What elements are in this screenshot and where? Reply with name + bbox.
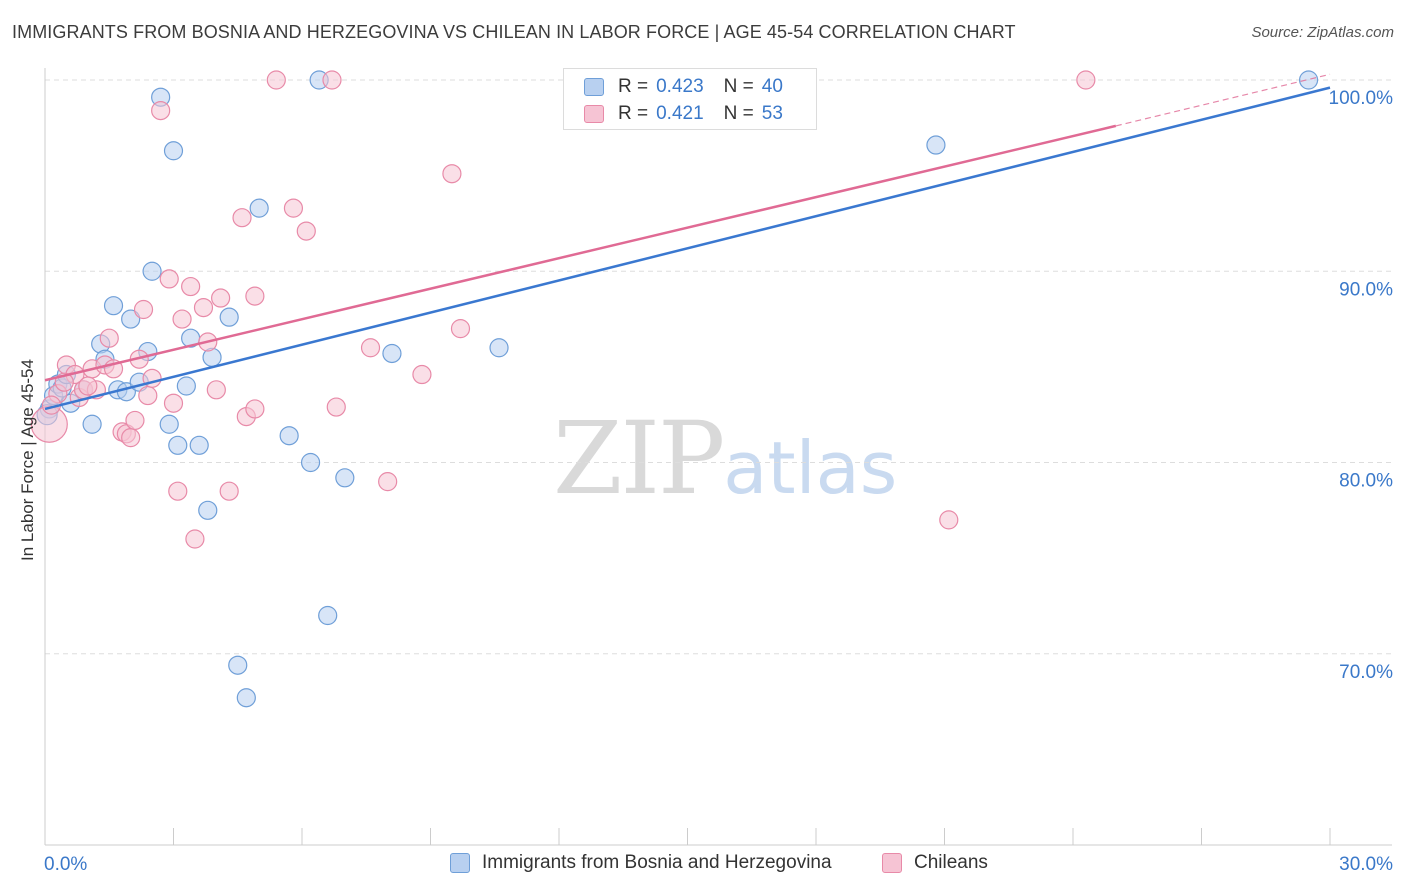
legend-swatch-blue: [584, 78, 604, 96]
bosnia-point: [103, 296, 124, 316]
chileans-point: [219, 481, 239, 501]
bosnia-point: [176, 376, 196, 396]
chileans-point: [168, 481, 188, 501]
source-credit: Source: ZipAtlas.com: [1251, 24, 1394, 41]
chileans-point: [206, 380, 226, 400]
legend-row-chileans: R = 0.421 N = 53: [584, 102, 783, 126]
bosnia-point: [489, 338, 509, 358]
y-tick-label: 70.0%: [1339, 662, 1393, 683]
chileans-point: [232, 208, 252, 228]
y-tick-label: 80.0%: [1339, 471, 1393, 492]
chileans-point: [211, 288, 231, 308]
chileans-point: [245, 399, 265, 419]
watermark: ZIPatlas: [553, 400, 897, 517]
watermark-zip: ZIP: [553, 400, 725, 517]
bosnia-point: [159, 414, 179, 434]
bosnia-point: [219, 307, 239, 327]
chileans-point: [151, 100, 171, 121]
bosnia-point: [121, 309, 141, 329]
bottom-legend-label-bosnia: Immigrants from Bosnia and Herzegovina: [482, 852, 832, 873]
chileans-regression-line: [44, 124, 1117, 382]
chileans-point: [193, 297, 214, 318]
chileans-point: [450, 319, 471, 339]
legend-swatch-pink: [584, 105, 604, 123]
bosnia-point: [1298, 70, 1319, 90]
axis-layer: [44, 68, 1392, 846]
chileans-point: [138, 385, 158, 406]
chileans-point: [283, 198, 304, 218]
regression-lines: [44, 73, 1331, 411]
chileans-point: [322, 70, 342, 90]
chileans-point: [360, 338, 381, 358]
chileans-regression-extension: [1115, 73, 1331, 127]
legend-r-value: 0.421: [656, 103, 704, 124]
y-tick-label: 90.0%: [1339, 279, 1393, 300]
bosnia-point: [335, 468, 355, 488]
bosnia-point: [168, 435, 188, 455]
correlation-legend: R = 0.423 N = 40 R = 0.421 N = 53: [563, 68, 817, 130]
bottom-legend-swatch-blue: [450, 853, 470, 873]
bosnia-point: [279, 426, 299, 446]
chileans-point: [121, 428, 141, 448]
bottom-legend-swatch-pink: [882, 853, 902, 873]
chileans-point: [296, 221, 316, 241]
bosnia-point: [82, 414, 102, 434]
chileans-point: [245, 286, 265, 306]
chileans-point: [378, 472, 398, 492]
bosnia-point: [189, 435, 209, 455]
tick-labels: 70.0% 80.0% 90.0% 100.0% 0.0% 30.0%: [44, 88, 1393, 875]
chileans-point: [181, 276, 201, 297]
chileans-point: [159, 269, 179, 289]
bosnia-point: [318, 605, 338, 626]
bosnia-point: [142, 261, 162, 281]
watermark-atlas: atlas: [723, 426, 898, 510]
chileans-point: [125, 410, 145, 431]
legend-r-label: R =: [618, 103, 649, 124]
bosnia-point: [926, 135, 946, 155]
chileans-point: [939, 510, 959, 530]
chileans-point: [99, 328, 119, 348]
chileans-point: [172, 309, 192, 329]
bosnia-point: [163, 141, 184, 161]
chileans-point: [412, 364, 432, 385]
chileans-point: [133, 299, 154, 320]
chileans-point: [163, 393, 184, 413]
bosnia-point: [249, 198, 269, 218]
chileans-point: [78, 376, 98, 396]
bosnia-point: [300, 452, 321, 473]
legend-r-value: 0.423: [656, 76, 704, 97]
legend-n-value: 40: [761, 76, 783, 97]
bosnia-point: [228, 655, 248, 675]
bottom-legend-chileans: Chileans: [882, 852, 988, 874]
bottom-legend-bosnia: Immigrants from Bosnia and Herzegovina: [450, 852, 832, 874]
legend-n-label: N =: [723, 103, 754, 124]
y-tick-label: 100.0%: [1329, 88, 1394, 109]
series-bosnia-points: [36, 70, 1319, 708]
y-axis-label: In Labor Force | Age 45-54: [18, 359, 37, 561]
chileans-point: [326, 397, 346, 417]
grid-layer: [45, 79, 1392, 655]
chart-title: IMMIGRANTS FROM BOSNIA AND HERZEGOVINA V…: [12, 22, 1016, 42]
legend-n-value: 53: [761, 103, 783, 124]
legend-n-label: N =: [723, 76, 754, 97]
bosnia-point: [236, 688, 256, 708]
legend-r-label: R =: [618, 76, 649, 97]
chileans-point: [266, 70, 286, 90]
bosnia-point: [198, 500, 218, 520]
series-chileans-points: [30, 70, 1096, 549]
chileans-point: [442, 164, 462, 184]
chileans-point: [185, 529, 205, 549]
chileans-point: [1076, 70, 1096, 90]
bosnia-point: [382, 343, 402, 364]
bosnia-regression-line: [44, 86, 1331, 411]
bottom-legend-label-chileans: Chileans: [914, 852, 988, 873]
legend-row-bosnia: R = 0.423 N = 40: [584, 75, 783, 99]
x-tick-label-min: 0.0%: [44, 854, 87, 875]
x-tick-label-max: 30.0%: [1339, 854, 1393, 875]
